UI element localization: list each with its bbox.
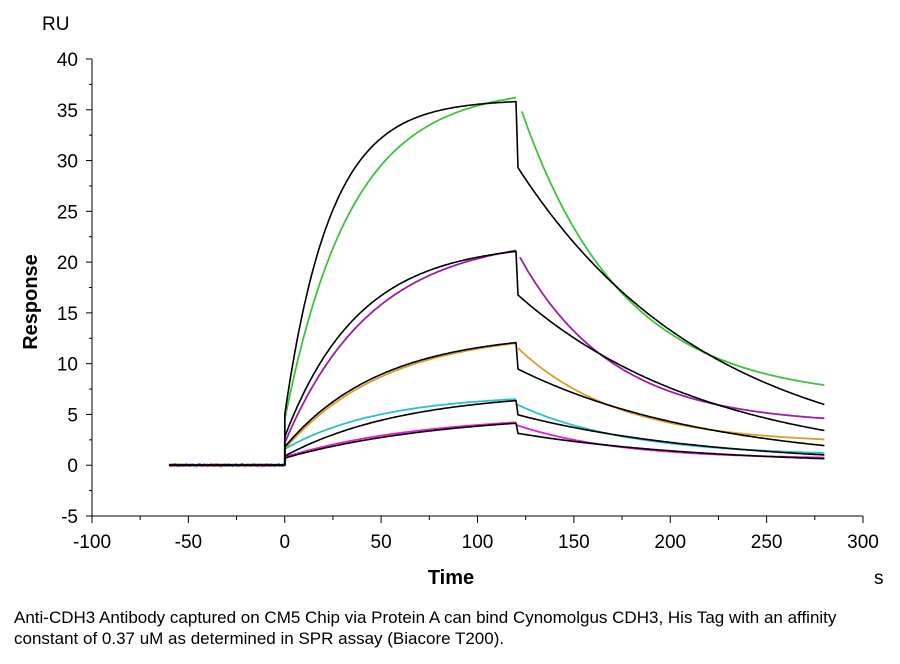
y-tick-label: 40 xyxy=(57,50,78,71)
figure-caption: Anti-CDH3 Antibody captured on CM5 Chip … xyxy=(14,608,837,648)
y-unit-label: RU xyxy=(42,14,69,35)
measured-curve-5 xyxy=(168,421,825,468)
y-tick-label: 35 xyxy=(57,101,78,122)
y-tick-label: 0 xyxy=(67,456,78,477)
x-tick-label: 50 xyxy=(371,532,392,553)
x-axis-title: Time xyxy=(428,567,474,589)
y-tick-label: 25 xyxy=(57,202,78,223)
x-tick-label: 200 xyxy=(654,532,686,553)
x-tick-label: 0 xyxy=(279,532,290,553)
y-axis-title: Response xyxy=(20,254,42,350)
fit-curve-1 xyxy=(169,100,825,466)
y-tick-label: 10 xyxy=(57,355,78,376)
y-tick-label: 15 xyxy=(57,304,78,325)
x-tick-label: 150 xyxy=(558,532,590,553)
x-tick-label: 300 xyxy=(847,532,879,553)
x-tick-label: 100 xyxy=(462,532,494,553)
fit-curve-5 xyxy=(169,422,825,466)
x-tick-label: -50 xyxy=(175,532,202,553)
y-tick-label: 20 xyxy=(57,253,78,274)
x-tick-label: 250 xyxy=(751,532,783,553)
y-tick-label: -5 xyxy=(61,507,78,528)
measured-curve-1 xyxy=(168,96,825,468)
x-unit-label: s xyxy=(874,568,884,589)
y-tick-label: 30 xyxy=(57,152,78,173)
curves xyxy=(168,96,825,468)
y-tick-label: 5 xyxy=(67,405,78,426)
x-tick-label: -100 xyxy=(73,532,111,553)
measured-curve-2 xyxy=(168,249,825,468)
